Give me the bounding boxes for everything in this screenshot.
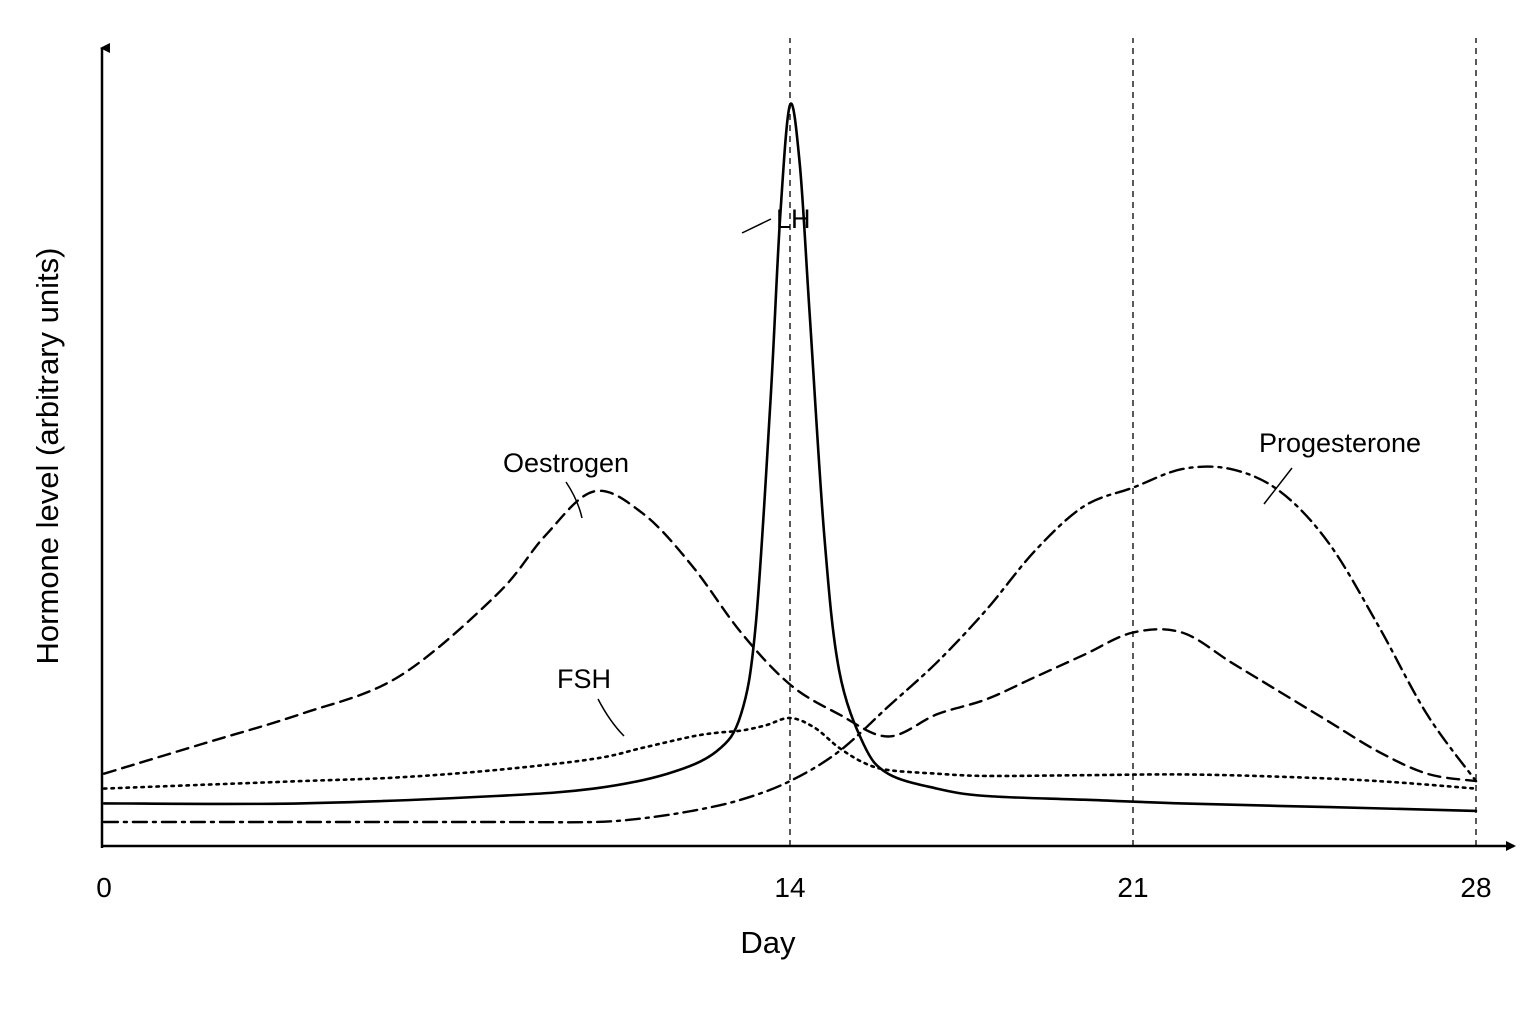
x-tick-label-28: 28 <box>1460 872 1491 903</box>
series-line-fsh <box>102 716 1478 790</box>
reference-lines <box>789 38 1477 846</box>
series-line-lh <box>102 102 1478 813</box>
label-fsh: FSH <box>557 664 625 737</box>
series-label-progesterone: Progesterone <box>1259 428 1421 458</box>
x-tick-label-21: 21 <box>1117 872 1148 903</box>
x-tick-label-14: 14 <box>774 872 805 903</box>
series-label-oestrogen: Oestrogen <box>503 448 629 478</box>
series-label-lh: LH <box>776 204 811 234</box>
x-tick-labels: 0 14 21 28 <box>96 872 1491 903</box>
series-line-oestrogen <box>102 489 1478 783</box>
label-oestrogen: Oestrogen <box>503 448 629 519</box>
label-progesterone: Progesterone <box>1259 428 1421 505</box>
leader-line-fsh <box>597 698 625 737</box>
series-lines <box>102 102 1478 824</box>
series-line-progesterone <box>102 465 1478 824</box>
series-label-fsh: FSH <box>557 664 611 694</box>
label-lh: LH <box>741 204 811 234</box>
x-tick-label-0: 0 <box>96 872 112 903</box>
leader-line-progesterone <box>1263 467 1293 505</box>
leader-line-lh <box>741 218 772 234</box>
leader-line-oestrogen <box>565 481 583 519</box>
x-axis-title: Day <box>740 925 796 960</box>
y-axis-title: Hormone level (arbitrary units) <box>30 248 65 665</box>
